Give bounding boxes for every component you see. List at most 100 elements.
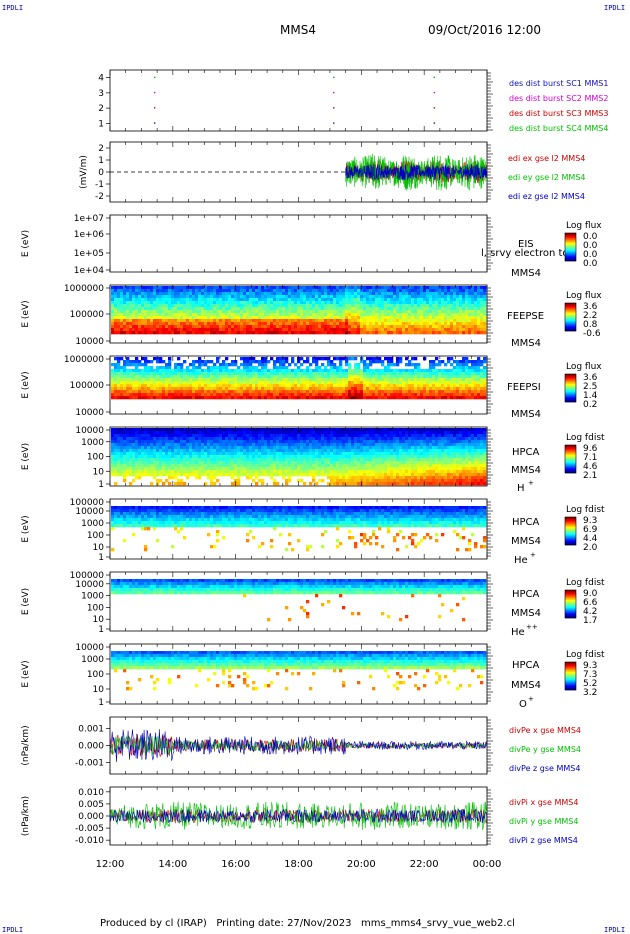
feepse-cell bbox=[312, 307, 316, 311]
feepsi-cell bbox=[285, 357, 289, 361]
feepse-cell bbox=[162, 331, 166, 335]
feepsi-cell bbox=[336, 381, 340, 385]
feepse-cell bbox=[249, 298, 253, 302]
feepsi-cell bbox=[177, 369, 181, 373]
feepse-cell bbox=[150, 319, 154, 323]
feepsi-cell bbox=[201, 381, 205, 385]
feepse-cell bbox=[360, 295, 364, 299]
hpca-h-cell bbox=[273, 446, 277, 450]
feepsi-cell bbox=[414, 390, 418, 394]
feepsi-cell bbox=[162, 393, 166, 397]
feepsi-cell bbox=[417, 363, 421, 367]
feepsi-cell bbox=[210, 396, 214, 400]
feepse-cell bbox=[384, 331, 388, 335]
hpca-h-cell bbox=[117, 470, 121, 474]
feepse-cell bbox=[264, 286, 268, 290]
feepse-cell bbox=[276, 286, 280, 290]
hpca-h-cell bbox=[231, 443, 235, 447]
feepsi-cbar-step bbox=[565, 388, 576, 390]
feepsi-cell bbox=[180, 381, 184, 385]
feepsi-cell bbox=[153, 372, 157, 376]
hpca-h-cell bbox=[186, 431, 190, 435]
feepse-cell bbox=[369, 322, 373, 326]
hpca-h-cell bbox=[201, 437, 205, 441]
feepse-cell bbox=[336, 286, 340, 290]
feepsi-cell bbox=[162, 375, 166, 379]
feepse-cell bbox=[171, 310, 175, 314]
feepse-cell bbox=[186, 286, 190, 290]
hpca-h-cell bbox=[111, 437, 115, 441]
feepsi-cell bbox=[168, 363, 172, 367]
feepsi-cell bbox=[267, 387, 271, 391]
feepsi-cell bbox=[348, 375, 352, 379]
hpca-h-cell bbox=[267, 461, 271, 465]
feepsi-cell bbox=[468, 381, 472, 385]
feepse-cell bbox=[165, 310, 169, 314]
feepse-cell bbox=[294, 316, 298, 320]
feepse-cell bbox=[273, 289, 277, 293]
hpca-h-cell bbox=[153, 434, 157, 438]
feepse-cell bbox=[456, 298, 460, 302]
feepse-cell bbox=[351, 316, 355, 320]
feepsi-cell bbox=[150, 393, 154, 397]
feepsi-cell bbox=[222, 366, 226, 370]
hpca-h-cell bbox=[213, 470, 217, 474]
feepsi-cell bbox=[309, 387, 313, 391]
feepsi-label-instrument: FEEPSI bbox=[507, 382, 541, 393]
hpca-h-cell bbox=[153, 443, 157, 447]
feepse-cell bbox=[471, 301, 475, 305]
feepse-cell bbox=[114, 328, 118, 332]
feepsi-cell bbox=[477, 381, 481, 385]
feepse-cell bbox=[435, 289, 439, 293]
feepse-cell bbox=[219, 286, 223, 290]
feepsi-cell bbox=[162, 366, 166, 370]
feepse-cell bbox=[444, 289, 448, 293]
feepsi-cell bbox=[213, 363, 217, 367]
feepsi-cell bbox=[144, 384, 148, 388]
hpca-h-cell bbox=[225, 440, 229, 444]
feepsi-cell bbox=[300, 357, 304, 361]
feepsi-cell bbox=[183, 360, 187, 364]
feepsi-cell bbox=[261, 384, 265, 388]
feepse-cell bbox=[240, 310, 244, 314]
hpca-h-cell bbox=[270, 461, 274, 465]
feepse-cell bbox=[423, 316, 427, 320]
eis-panel-frame bbox=[109, 214, 488, 273]
feepsi-cell bbox=[297, 378, 301, 382]
feepse-cell bbox=[459, 328, 463, 332]
hpca-h-cell bbox=[222, 446, 226, 450]
hpca-h-cell bbox=[111, 431, 115, 435]
feepsi-cell bbox=[345, 378, 349, 382]
feepsi-cell bbox=[189, 387, 193, 391]
feepsi-cell bbox=[117, 393, 121, 397]
feepse-cell bbox=[375, 289, 379, 293]
hpca-h-cell bbox=[261, 458, 265, 462]
feepsi-cell bbox=[144, 372, 148, 376]
feepsi-cell bbox=[219, 396, 223, 400]
feepse-cell bbox=[114, 331, 118, 335]
feepse-cell bbox=[318, 325, 322, 329]
feepse-cell bbox=[159, 289, 163, 293]
feepse-cell bbox=[192, 292, 196, 296]
hpca-h-cell bbox=[138, 428, 142, 432]
feepse-cell bbox=[453, 298, 457, 302]
burst-legend-2: des dist burst SC2 MMS2 bbox=[509, 94, 608, 103]
feepse-cell bbox=[471, 289, 475, 293]
feepse-cell bbox=[216, 301, 220, 305]
hpca-h-cell bbox=[216, 440, 220, 444]
feepse-cell bbox=[480, 322, 484, 326]
feepsi-cell bbox=[483, 387, 487, 391]
feepse-cell bbox=[318, 310, 322, 314]
hpca-h-cell bbox=[228, 446, 232, 450]
feepsi-cell bbox=[402, 393, 406, 397]
feepse-cell bbox=[234, 292, 238, 296]
feepse-cell bbox=[207, 295, 211, 299]
feepse-cell bbox=[405, 322, 409, 326]
feepsi-cell bbox=[210, 369, 214, 373]
feepsi-cell bbox=[372, 375, 376, 379]
feepse-cell bbox=[312, 304, 316, 308]
feepsi-cell bbox=[417, 366, 421, 370]
feepsi-cell bbox=[387, 390, 391, 394]
feepsi-cell bbox=[216, 384, 220, 388]
feepse-cell bbox=[468, 313, 472, 317]
